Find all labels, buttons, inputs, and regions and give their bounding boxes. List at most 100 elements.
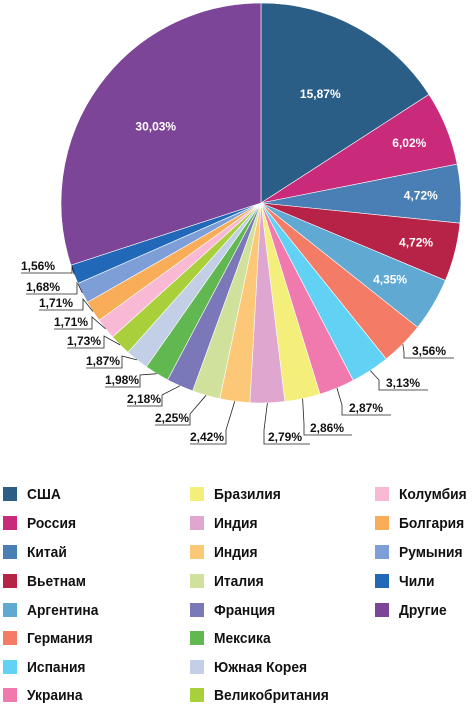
leader-line <box>21 265 75 275</box>
legend-swatch <box>3 545 17 559</box>
legend-item: Россия <box>3 513 80 533</box>
legend-swatch <box>3 603 17 617</box>
legend-item: Италия <box>190 571 268 591</box>
legend-label: Россия <box>27 514 77 532</box>
slice-label: 1,68% <box>26 280 60 294</box>
legend-swatch <box>190 545 204 559</box>
pie-slice <box>60 2 262 266</box>
legend-swatch <box>375 603 389 617</box>
leader-line <box>190 401 236 445</box>
legend-swatch <box>190 660 204 674</box>
leader-line <box>263 402 310 445</box>
legend-item: Румыния <box>375 542 468 562</box>
legend-label: Аргентина <box>27 601 99 619</box>
legend-item: Чили <box>375 571 438 591</box>
legend-item: США <box>3 484 64 504</box>
legend-swatch <box>3 688 17 702</box>
legend-swatch <box>3 631 17 645</box>
pie-chart: 15,87% 6,02% 4,72% 4,72% 4,35% 3,56% 3,13% 2,87… <box>21 2 462 445</box>
legend-item: Испания <box>3 657 91 677</box>
slice-label: 1,56% <box>21 259 55 273</box>
legend-label: Индия <box>214 514 258 532</box>
leader-line <box>127 385 181 407</box>
slice-label: 15,87% <box>300 87 341 101</box>
leader-line <box>302 398 352 436</box>
pie-chart-svg: 15,87% 6,02% 4,72% 4,72% 4,35% 3,56% 3,13%2,87… <box>21 2 462 445</box>
leader-line <box>54 316 106 330</box>
slice-label: 2,25% <box>155 411 189 425</box>
slice-label: 3,56% <box>412 344 446 358</box>
legend-label: Румыния <box>399 543 463 561</box>
leader-line <box>402 343 454 359</box>
legend-label: Чили <box>399 572 435 590</box>
legend-swatch <box>190 487 204 501</box>
legend-label: США <box>27 485 61 503</box>
legend-swatch <box>3 516 17 530</box>
legend-label: Украина <box>27 686 83 704</box>
legend-item: Индия <box>190 513 261 533</box>
legend-label: Великобритания <box>214 686 329 704</box>
slice-label: 4,72% <box>404 188 438 202</box>
legend-swatch <box>3 574 17 588</box>
slice-label: 2,42% <box>190 430 224 444</box>
legend-swatch <box>190 516 204 530</box>
legend-item: Южная Корея <box>190 657 315 677</box>
leader-line <box>39 297 94 312</box>
legend-label: Италия <box>214 572 264 590</box>
legend-label: Бразилия <box>214 485 281 503</box>
legend-label: Китай <box>27 543 67 561</box>
leader-line <box>155 395 207 426</box>
legend-item: Другие <box>375 600 451 620</box>
legend-label: Испания <box>27 658 86 676</box>
legend-item: Германия <box>3 628 98 648</box>
legend-item: Мексика <box>190 628 276 648</box>
legend-item: Украина <box>3 685 87 705</box>
legend-label: Болгария <box>399 514 465 532</box>
legend-swatch <box>190 631 204 645</box>
slice-label: 2,86% <box>310 421 344 435</box>
legend-item: Франция <box>190 600 281 620</box>
leader-line <box>369 370 428 391</box>
slice-label: 2,18% <box>127 392 161 406</box>
slice-label: 1,71% <box>54 315 88 329</box>
leader-line <box>67 335 121 349</box>
legend-label: Другие <box>399 601 447 619</box>
legend-swatch <box>190 574 204 588</box>
legend-swatch <box>190 603 204 617</box>
legend-swatch <box>190 688 204 702</box>
slice-label: 6,02% <box>392 136 426 150</box>
legend-item: Вьетнам <box>3 571 91 591</box>
legend-label: Индия <box>214 543 258 561</box>
slice-label: 30,03% <box>135 120 176 134</box>
leader-line <box>336 387 391 416</box>
legend-swatch <box>375 516 389 530</box>
slice-label: 1,98% <box>105 373 139 387</box>
slice-label: 1,73% <box>67 334 101 348</box>
legend-swatch <box>3 660 17 674</box>
slice-label: 4,35% <box>373 272 407 286</box>
slice-label: 2,87% <box>349 401 383 415</box>
pie-slice <box>260 2 430 204</box>
leader-line <box>26 281 83 295</box>
leader-line <box>86 355 138 369</box>
legend-label: Вьетнам <box>27 572 86 590</box>
legend-label: Франция <box>214 601 276 619</box>
legend-item: Аргентина <box>3 600 105 620</box>
legend-swatch <box>3 487 17 501</box>
legend-label: Колумбия <box>399 485 467 503</box>
slice-label: 4,72% <box>399 235 433 249</box>
leader-line <box>105 373 157 388</box>
legend-item: Китай <box>3 542 70 562</box>
legend-swatch <box>375 545 389 559</box>
legend-item: Бразилия <box>190 484 287 504</box>
legend-item: Великобритания <box>190 685 339 705</box>
legend-label: Германия <box>27 629 93 647</box>
legend: США Россия Китай Вьетнам Аргентина Германия Ис… <box>0 470 475 715</box>
legend-swatch <box>375 487 389 501</box>
slice-label: 1,87% <box>86 354 120 368</box>
legend-item: Индия <box>190 542 261 562</box>
legend-label: Южная Корея <box>214 658 308 676</box>
legend-item: Болгария <box>375 513 470 533</box>
slice-label: 2,79% <box>268 430 302 444</box>
legend-label: Мексика <box>214 629 271 647</box>
